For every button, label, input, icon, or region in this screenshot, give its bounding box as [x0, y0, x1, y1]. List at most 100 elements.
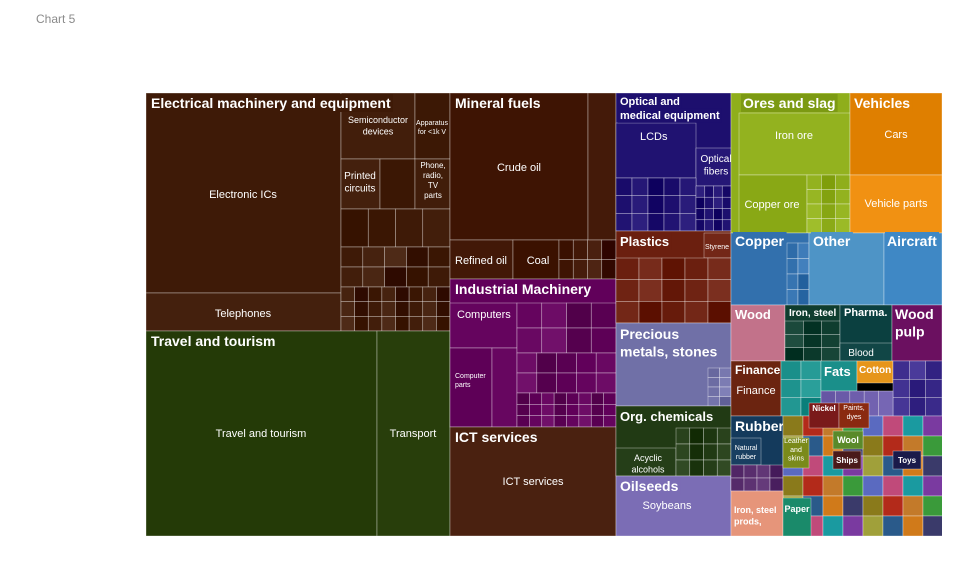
wood-pulp-group	[891, 304, 942, 362]
mineral-small-cell-2-0	[587, 239, 603, 260]
optical-small-a-cell-0-2	[615, 213, 633, 232]
optical-small-b-cell-2-2	[713, 208, 723, 221]
coal-label: Coal	[527, 255, 550, 267]
ores-small-cell-1-3	[821, 218, 836, 234]
vehicle-parts-label: Vehicle parts	[865, 198, 928, 210]
electrical-small-c-cell-2-1	[367, 301, 383, 317]
industrial-group-title-label-bg	[453, 280, 594, 298]
misc-cell-0-6	[902, 415, 924, 437]
optical-fibers-label-line1: fibers	[704, 167, 728, 178]
plastics-small-cell-2-0	[661, 257, 686, 280]
iron-steel-small-cell-0-2	[784, 347, 804, 362]
rubber-small-cell-0-0	[730, 464, 745, 479]
industrial-small-a-cell-0-1	[516, 327, 543, 354]
ores-small-cell-1-0	[821, 174, 836, 190]
soybeans-label: Soybeans	[643, 500, 692, 512]
plastics-small-cell-0-0	[615, 257, 640, 280]
orgchem-small-cell-1-0	[689, 427, 704, 445]
electrical-small-c-cell-2-2	[367, 316, 383, 332]
ores-small-cell-0-2	[806, 203, 822, 219]
electrical-small-c-cell-6-0	[422, 286, 437, 302]
lcds-label: LCDs	[640, 131, 668, 143]
industrial-small-c-cell-5-2	[578, 415, 592, 428]
misc-cell-5-2	[822, 515, 844, 536]
electrical-small-c-cell-1-0	[354, 286, 369, 302]
misc-cell-3-4	[862, 475, 884, 497]
wood-pulp-group-title-line1: pulp	[895, 324, 925, 340]
industrial-small-c-cell-1-0	[529, 392, 543, 405]
orgchem-small-cell-3-0	[716, 427, 732, 445]
misc-cell-4-2	[822, 495, 844, 517]
copper-small-cell-1-2	[797, 273, 810, 290]
iron-steel-small-cell-0-1	[784, 334, 804, 348]
plastics-small-cell-4-2	[707, 301, 732, 324]
electrical-small-c-cell-5-0	[408, 286, 424, 302]
industrial-small-a-cell-0-0	[516, 302, 543, 329]
optical-small-b-cell-3-3	[721, 219, 732, 232]
misc-cell-3-7	[922, 475, 942, 497]
orgchem-small-cell-2-1	[703, 443, 718, 461]
computers-cell	[449, 302, 518, 349]
rubber-small-cell-1-0	[743, 464, 758, 479]
industrial-small-c-cell-1-2	[529, 415, 543, 428]
plastics-small-cell-1-1	[638, 279, 663, 302]
plastics-small-cell-0-2	[615, 301, 640, 324]
lcds-cell	[615, 122, 697, 179]
iron-steel-small-cell-2-1	[821, 334, 841, 348]
optical-small-a-cell-3-1	[663, 195, 681, 214]
misc-cell-4-5	[882, 495, 904, 517]
wood-pulp-group-title-line0: Wood	[895, 306, 934, 322]
acyclic-alcohols-label-line1: alcohols	[631, 464, 665, 474]
rubber-group-title: Rubber	[735, 418, 785, 434]
electrical-small-c-cell-3-2	[381, 316, 396, 332]
mineral-misc-cell	[587, 93, 617, 241]
vehicles-group-title: Vehicles	[854, 95, 910, 111]
phone-radio-tv-parts-label-line2: TV	[428, 181, 439, 190]
optical-small-b-cell-0-0	[695, 185, 706, 198]
ict-group-title: ICT services	[455, 429, 538, 445]
phone-radio-tv-parts-label-line1: radio,	[423, 171, 443, 180]
leather-skins-label-line1: and	[790, 447, 802, 454]
ores-small-cell-0-0	[806, 174, 822, 190]
optical-small-a-cell-1-2	[631, 213, 649, 232]
wool-label: Wool	[837, 435, 859, 445]
mineral-group-title-label-bg	[453, 94, 543, 112]
cluster-a-cell-0-2	[892, 397, 910, 417]
paints-dyes-label-line0: Paints,	[843, 405, 864, 412]
industrial-small-c-cell-5-1	[578, 404, 592, 416]
precious-small-cell-0-3	[707, 396, 720, 407]
fats-neighbours-cell-1-1	[800, 379, 822, 398]
electrical-small-c-cell-7-2	[436, 316, 451, 332]
electrical-small-b-cell-3-0	[406, 246, 429, 268]
industrial-small-b-cell-1-0	[536, 352, 557, 374]
industrial-small-c-cell-4-2	[566, 415, 580, 428]
plastics-group-title-label-bg	[618, 233, 672, 250]
misc-cell-1-7	[922, 435, 942, 457]
leather-skins-label-line2: skins	[788, 456, 804, 463]
orgchem-small-cell-1-2	[689, 459, 704, 477]
optical-small-b-cell-1-2	[704, 208, 714, 221]
precious-small-cell-1-1	[719, 377, 732, 388]
iron-steel-small-cell-1-1	[803, 334, 822, 348]
industrial-small-a-cell-2-0	[566, 302, 592, 329]
copper-small-cell-1-0	[797, 242, 810, 259]
copper-group-title: Copper	[735, 233, 785, 249]
travel-group-title: Travel and tourism	[151, 333, 275, 349]
refined-oil-cell	[449, 239, 514, 280]
orgchem-small-cell-0-1	[675, 443, 691, 461]
electrical-small-c-cell-1-1	[354, 301, 369, 317]
industrial-small-b-cell-1-1	[536, 372, 557, 394]
misc-cell-0-7	[922, 415, 942, 437]
electrical-small-a-cell-1-0	[367, 208, 396, 248]
misc-cell-3-3	[842, 475, 864, 497]
electrical-small-b-cell-4-0	[427, 246, 451, 268]
electrical-group-title-label-bg	[149, 94, 393, 112]
electronic-ics-label: Electronic ICs	[209, 189, 277, 201]
optical-group-title-label-bg	[618, 108, 722, 123]
copper-small-cell-0-1	[786, 258, 799, 275]
misc-cell-4-7	[922, 495, 942, 517]
ict-group-title-label-bg	[453, 428, 540, 446]
mineral-small-cell-2-1	[587, 259, 603, 280]
iron-steel-prods-label-line1: prods,	[734, 516, 762, 526]
ict-services-label: ICT services	[503, 476, 564, 488]
